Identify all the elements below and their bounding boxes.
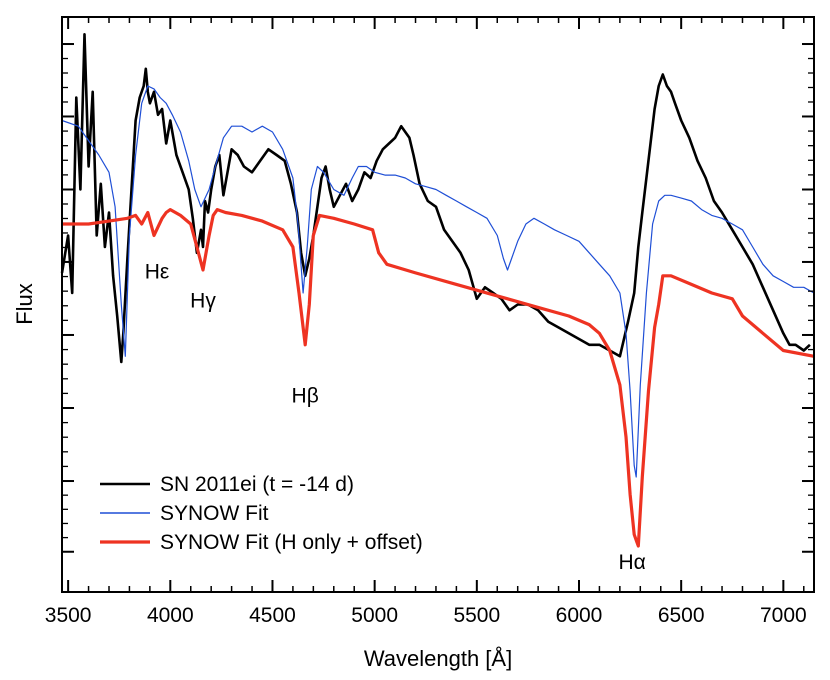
x-axis-title: Wavelength [Å]: [364, 646, 512, 671]
axes-layer: 3500 4000 4500 5000 5500 6000 6500 7000: [45, 17, 814, 627]
line-annotation: Hβ: [292, 384, 319, 407]
x-tick-label: 6500: [658, 604, 705, 627]
x-tick-label: 6000: [556, 604, 603, 627]
x-tick-label: 5500: [453, 604, 500, 627]
y-axis-title: Flux: [12, 283, 37, 325]
line-annotation: Hε: [145, 261, 170, 284]
x-tick-label: 4500: [249, 604, 296, 627]
x-tick-label: 3500: [45, 604, 92, 627]
line-annotation: Hα: [618, 551, 645, 574]
series-layer: [60, 32, 815, 548]
x-tick-label: 5000: [351, 604, 398, 627]
series-line-1: [60, 32, 811, 364]
series-line-2: [61, 85, 815, 478]
legend-label: SYNOW Fit (H only + offset): [160, 531, 423, 554]
legend-label: SN 2011ei (t = -14 d): [160, 473, 354, 496]
plot-frame: [61, 16, 815, 593]
annotation-layer: Hε Hγ Hβ Hα: [145, 261, 646, 574]
line-annotation: Hγ: [190, 289, 216, 312]
series-line-3: [62, 208, 815, 548]
x-tick-label: 4000: [147, 604, 194, 627]
legend: SN 2011ei (t = -14 d) SYNOW Fit SYNOW Fit …: [100, 473, 423, 554]
legend-label: SYNOW Fit: [160, 502, 269, 525]
x-tick-label: 7000: [760, 604, 807, 627]
